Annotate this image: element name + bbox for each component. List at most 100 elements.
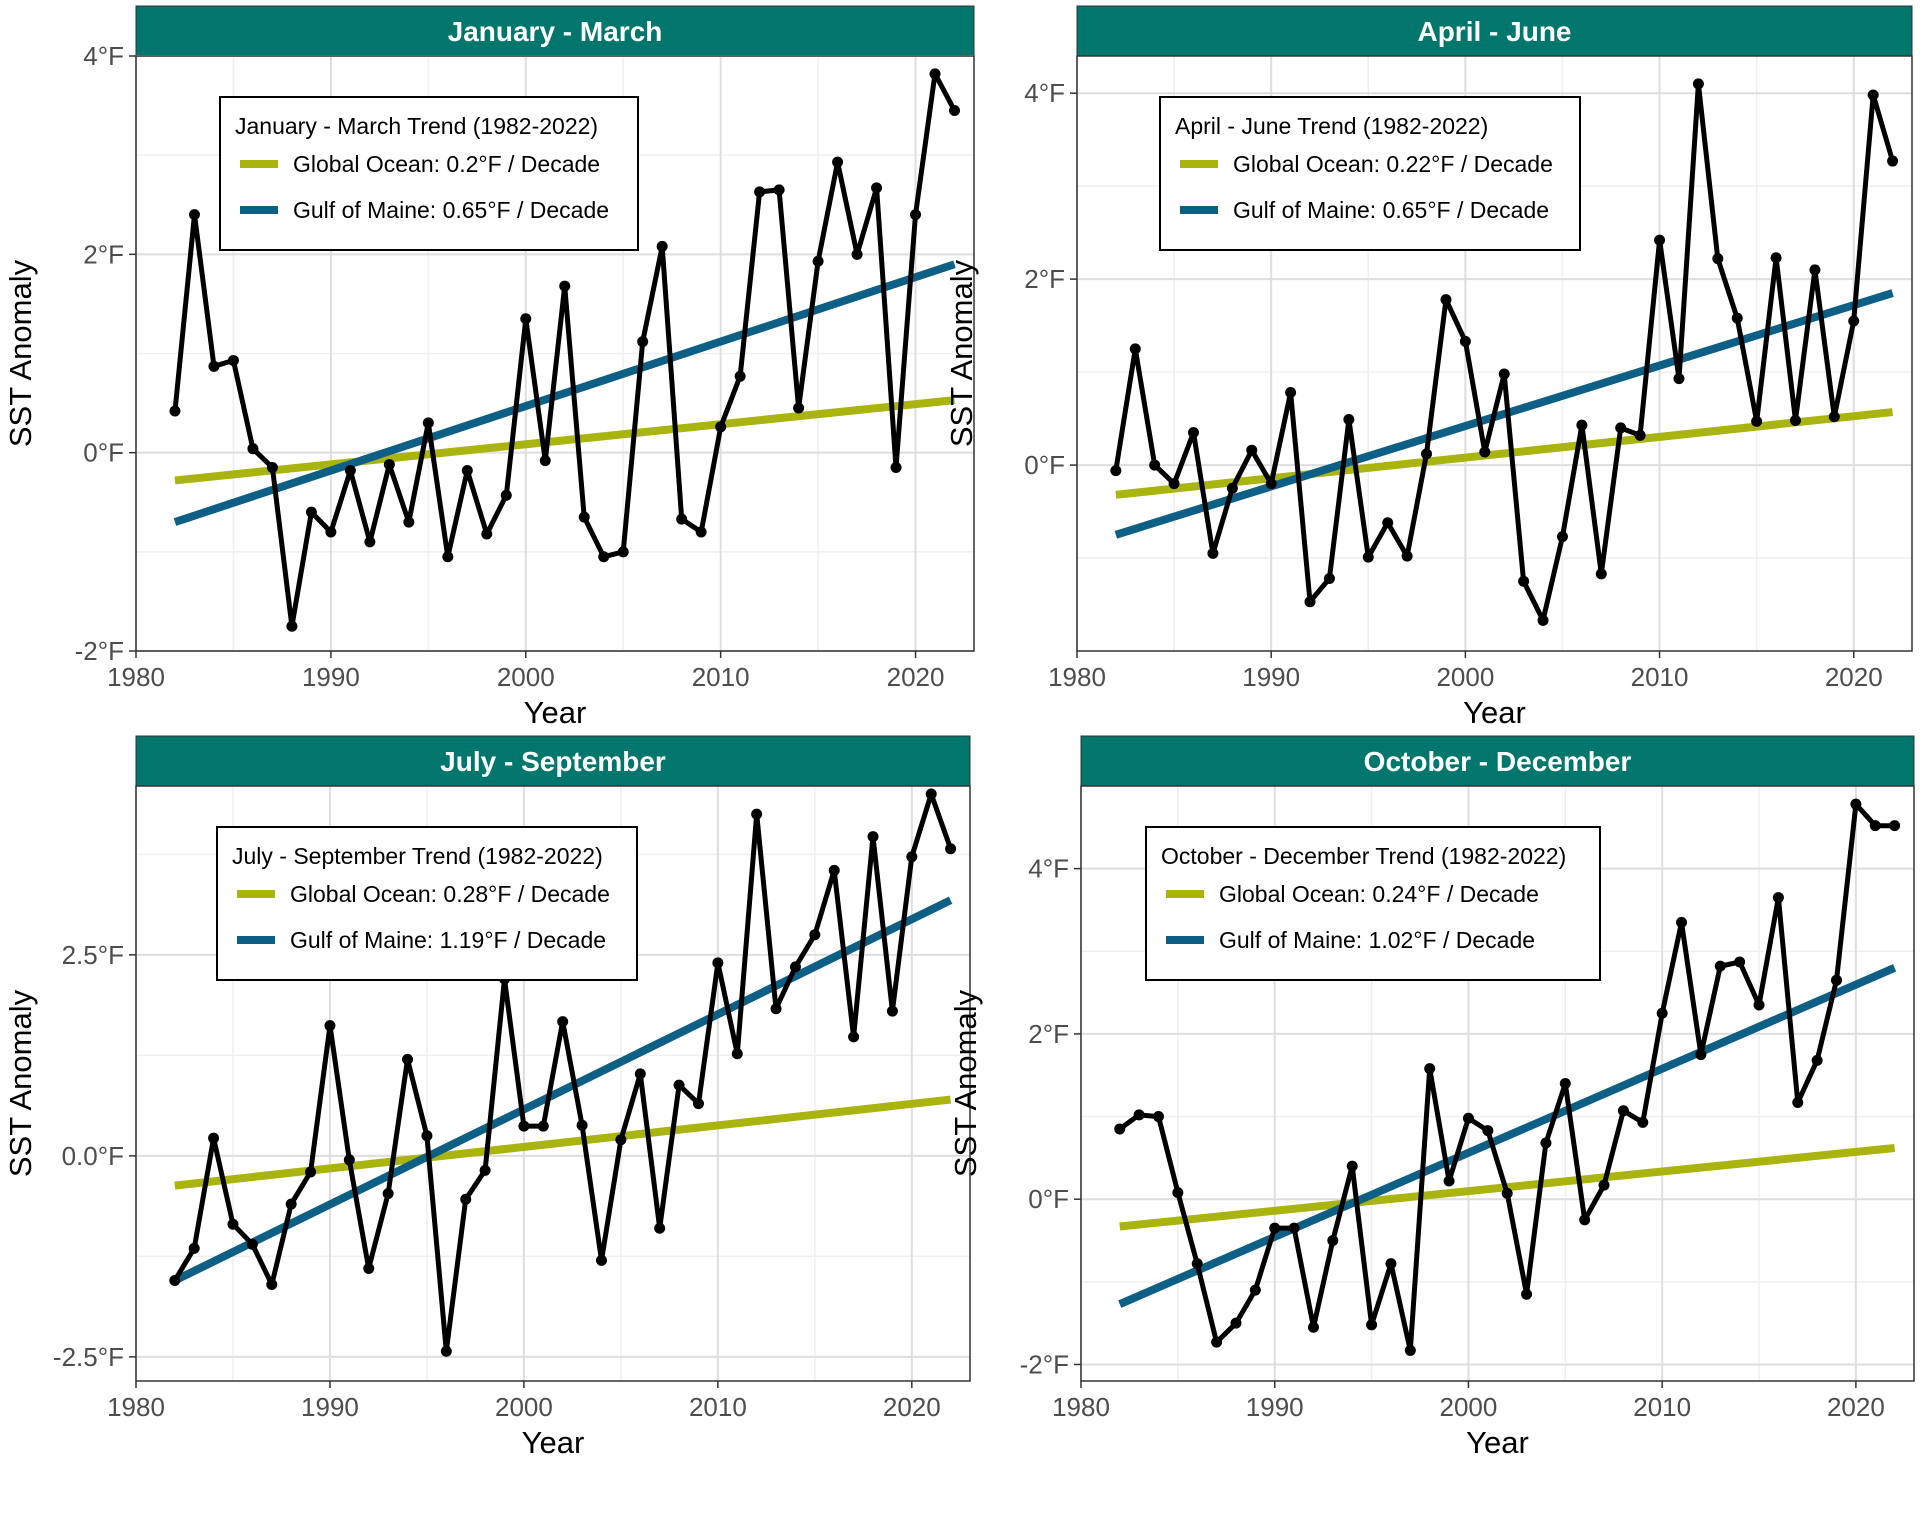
data-point <box>1152 1111 1164 1123</box>
x-axis-title: Year <box>522 1425 585 1460</box>
legend-title: July - September Trend (1982-2022) <box>232 843 603 869</box>
data-point <box>1307 1321 1319 1333</box>
y-tick-label: 2°F <box>1028 1019 1069 1049</box>
data-point <box>247 443 259 455</box>
trend-line-gulf-of-maine <box>173 260 956 526</box>
data-point <box>1443 1175 1455 1187</box>
data-point <box>1404 1344 1416 1356</box>
x-tick-label: 2010 <box>689 1392 747 1422</box>
data-point <box>1288 1222 1300 1234</box>
data-point <box>1168 478 1180 490</box>
data-point <box>1149 459 1161 471</box>
data-point <box>442 551 454 563</box>
data-point <box>285 1198 297 1210</box>
data-point <box>324 1020 336 1032</box>
y-tick-label: -2°F <box>75 636 124 666</box>
data-point <box>692 1098 704 1110</box>
data-point <box>910 209 922 221</box>
data-point <box>266 1279 278 1291</box>
data-point <box>615 1134 627 1146</box>
data-point <box>1615 422 1627 434</box>
data-point <box>440 1345 452 1357</box>
data-point <box>1323 572 1335 584</box>
data-point <box>1734 956 1746 968</box>
data-point <box>1559 1078 1571 1089</box>
data-point <box>1712 253 1724 265</box>
data-point <box>1343 414 1355 426</box>
legend-box <box>1159 96 1581 251</box>
data-point <box>364 536 376 548</box>
x-tick-label: 1980 <box>1052 1392 1110 1422</box>
x-axis-title: Year <box>524 695 587 730</box>
data-point <box>1848 315 1860 327</box>
legend-label: Gulf of Maine: 1.02°F / Decade <box>1219 927 1535 953</box>
legend-label: Gulf of Maine: 0.65°F / Decade <box>1233 197 1549 223</box>
data-point <box>208 360 220 372</box>
plot-border <box>135 55 975 652</box>
data-point <box>1673 373 1685 385</box>
data-point <box>1537 614 1549 626</box>
panel-2: April - June April - June Trend (1982-202… <box>944 5 1913 730</box>
data-point <box>1211 1336 1223 1348</box>
data-point <box>402 1053 414 1065</box>
data-point <box>1772 892 1784 904</box>
data-point <box>1382 517 1394 529</box>
x-tick-label: 2020 <box>883 1392 941 1422</box>
data-point <box>1114 1123 1126 1135</box>
data-point <box>1346 1160 1358 1172</box>
data-point <box>871 182 883 194</box>
data-point <box>1246 444 1258 456</box>
data-point <box>481 528 493 540</box>
data-point <box>1676 916 1688 928</box>
data-point <box>246 1238 258 1250</box>
data-point <box>1692 78 1704 90</box>
x-axis-title: Year <box>1463 695 1526 730</box>
data-point <box>1172 1187 1184 1199</box>
data-point <box>654 1222 666 1234</box>
data-point <box>557 1016 569 1028</box>
data-point <box>1556 531 1568 543</box>
x-tick-label: 1990 <box>1246 1392 1304 1422</box>
data-point <box>1654 234 1666 246</box>
data-point <box>1598 1179 1610 1191</box>
data-point <box>773 184 785 196</box>
data-point <box>1811 1054 1823 1066</box>
data-point <box>695 526 707 538</box>
data-point <box>1327 1235 1339 1247</box>
data-point <box>479 1164 491 1176</box>
data-point <box>537 1120 549 1132</box>
data-point <box>1576 419 1588 431</box>
y-tick-label: 4°F <box>1028 854 1069 884</box>
data-point <box>598 551 610 563</box>
data-point <box>1540 1137 1552 1149</box>
plot-border <box>135 785 971 1382</box>
data-point <box>1269 1222 1281 1234</box>
data-point <box>1521 1288 1533 1300</box>
data-point <box>1207 547 1219 559</box>
y-axis-title: SST Anomaly <box>3 989 38 1177</box>
x-tick-label: 2020 <box>887 662 945 692</box>
data-point <box>227 354 239 366</box>
data-point <box>382 1188 394 1200</box>
data-point <box>1809 264 1821 276</box>
data-point <box>325 526 337 538</box>
data-point <box>576 1119 588 1131</box>
legend-box <box>1145 826 1601 981</box>
data-point <box>500 489 512 501</box>
x-tick-label: 2000 <box>1440 1392 1498 1422</box>
data-point <box>520 313 532 325</box>
data-point <box>1249 1284 1261 1296</box>
data-point <box>1617 1105 1629 1117</box>
data-point <box>1385 1258 1397 1270</box>
data-point <box>1482 1125 1494 1137</box>
panel-title: July - September <box>440 746 666 777</box>
data-point <box>925 788 937 800</box>
data-point <box>1459 335 1471 347</box>
y-tick-label: -2°F <box>1020 1349 1069 1379</box>
plot-border <box>1076 55 1913 652</box>
data-point <box>1421 448 1433 460</box>
panel-3: July - September July - September Trend (… <box>3 735 971 1460</box>
legend-label: Global Ocean: 0.2°F / Decade <box>293 151 600 177</box>
trend-line-global-ocean <box>174 396 955 485</box>
x-tick-label: 1980 <box>1048 662 1106 692</box>
